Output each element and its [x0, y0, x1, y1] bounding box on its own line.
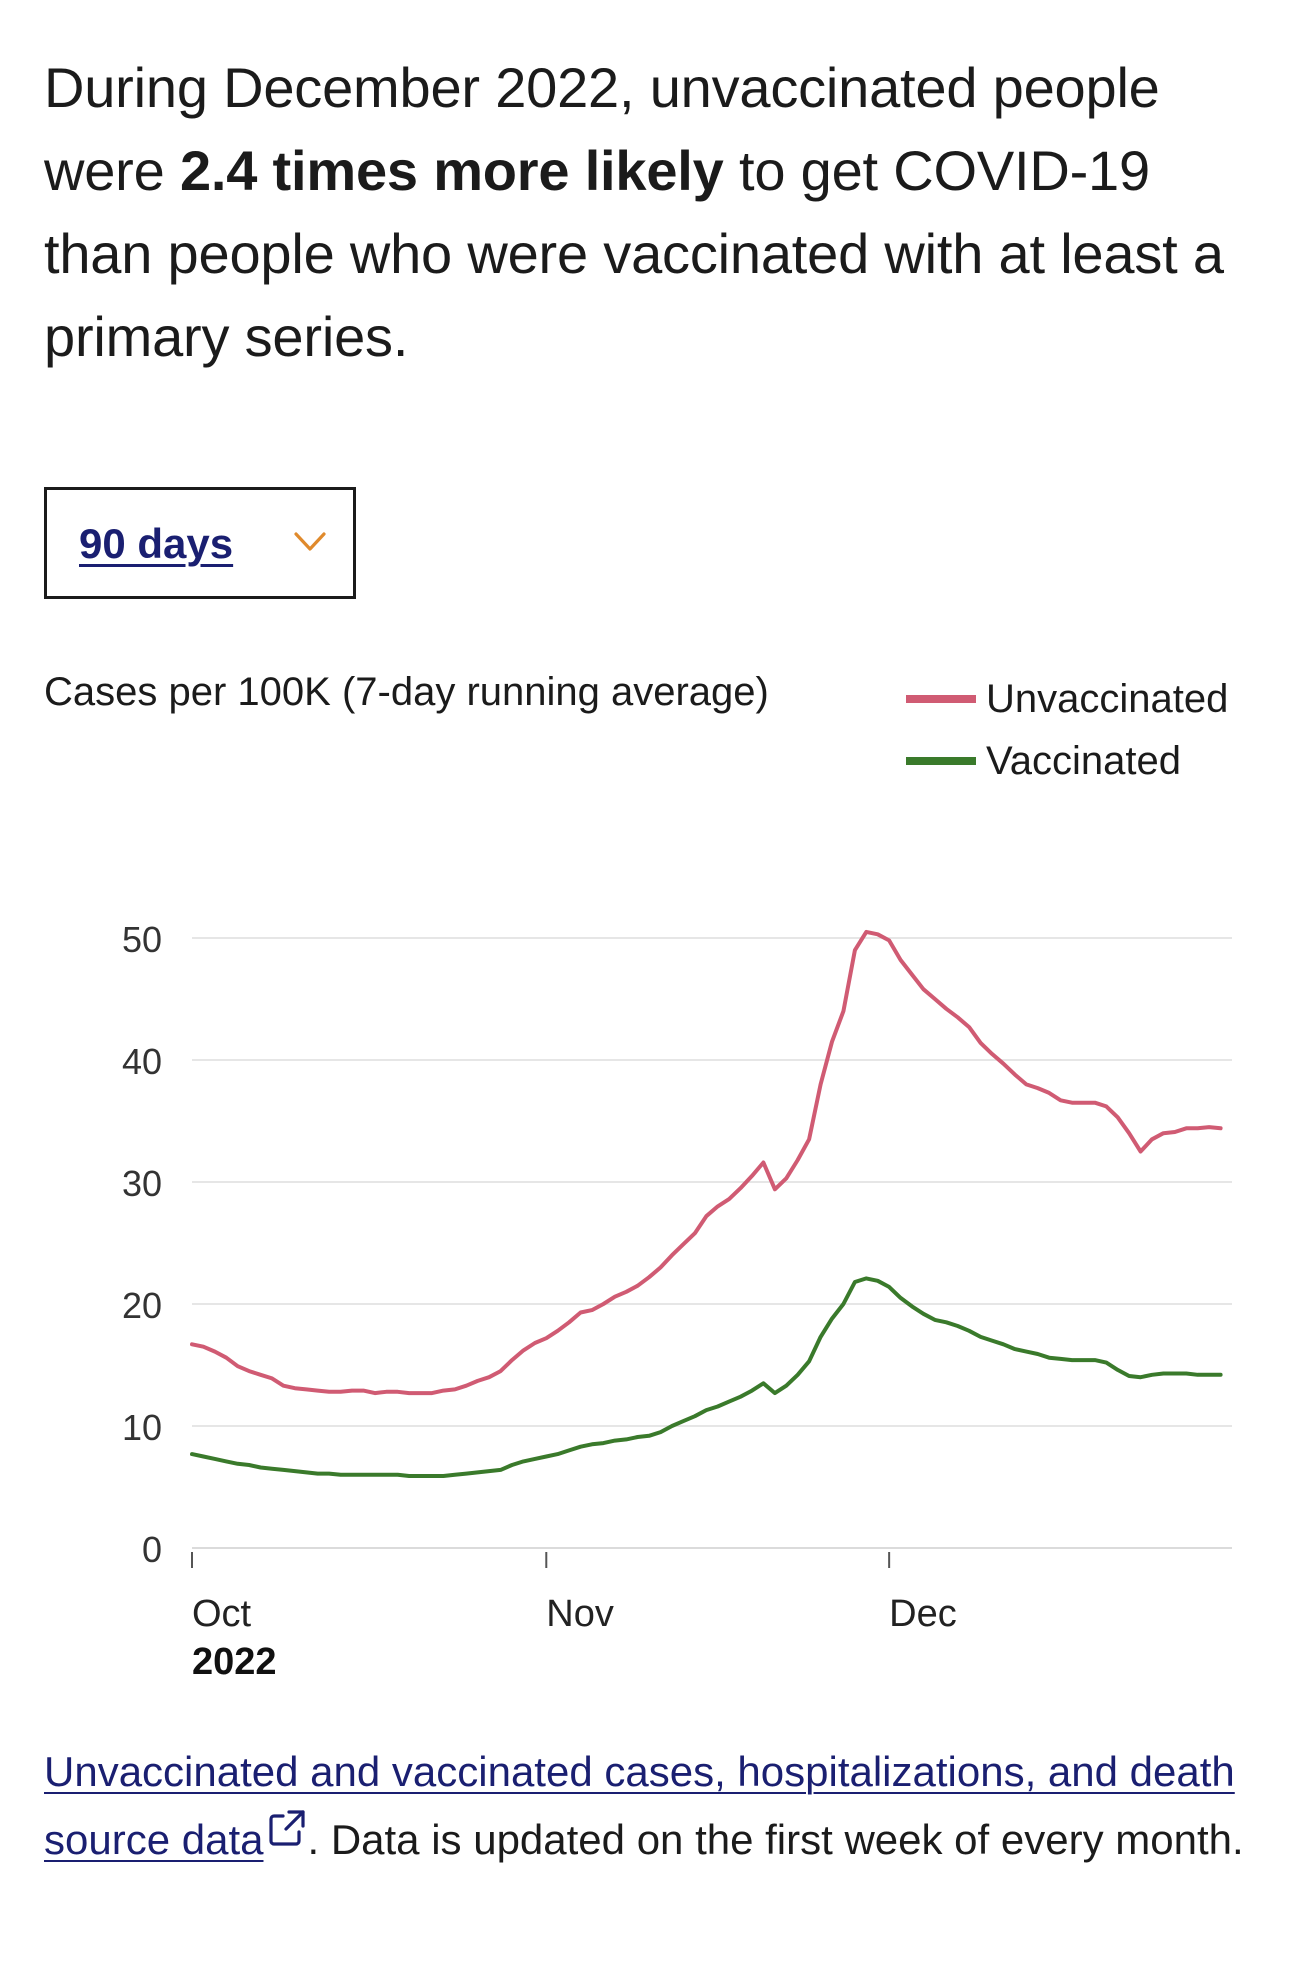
headline-emphasis: 2.4 times more likely — [179, 139, 724, 202]
chart-plot: 0 10 20 30 40 50 Oct 2022 Nov Dec — [122, 919, 1232, 1683]
legend-item-unvaccinated: Unvaccinated — [906, 668, 1228, 730]
headline-text-start: During December 2022, unvaccinated peopl… — [44, 56, 1160, 202]
legend-label-vaccinated: Vaccinated — [986, 738, 1181, 783]
chevron-down-icon[interactable] — [293, 530, 327, 554]
series-line-unvaccinated — [190, 929, 1223, 1396]
y-tick-label-30: 30 — [122, 1163, 162, 1204]
legend-label-unvaccinated: Unvaccinated — [986, 676, 1229, 721]
legend-swatch-unvaccinated — [906, 695, 976, 703]
x-tick-label-nov: Nov — [546, 1593, 614, 1635]
chart-legend: Unvaccinated Vaccinated — [906, 668, 1228, 792]
chart: 0 10 20 30 40 50 Oct 2022 Nov Dec Cases per 100K … — [0, 640, 1289, 1700]
range-select-value[interactable]: 90 days — [79, 520, 234, 567]
legend-item-vaccinated: Vaccinated — [906, 730, 1228, 792]
y-tick-label-50: 50 — [122, 919, 162, 960]
range-select[interactable]: 90 days — [44, 487, 356, 599]
headline-text-end: to get COVID-19 than people who were vac… — [44, 139, 1224, 368]
y-tick-label-20: 20 — [122, 1285, 162, 1326]
chart-title: Cases per 100K (7-day running average) — [44, 670, 769, 714]
footer-note: Unvaccinated and vaccinated cases, hospi… — [44, 1738, 1244, 1874]
x-tick-sublabel-2022: 2022 — [192, 1641, 277, 1683]
y-tick-label-40: 40 — [122, 1041, 162, 1082]
headline: During December 2022, unvaccinated peopl… — [44, 46, 1254, 378]
source-data-link-text[interactable]: Unvaccinated and vaccinated cases, hospi… — [44, 1748, 1235, 1863]
y-tick-label-0: 0 — [142, 1529, 162, 1570]
source-data-link[interactable]: Unvaccinated and vaccinated cases, hospi… — [44, 1748, 1235, 1863]
x-tick-label-oct: Oct — [192, 1593, 252, 1635]
footer-trailing-text: . Data is updated on the first week of e… — [307, 1816, 1244, 1863]
legend-swatch-vaccinated — [906, 757, 976, 765]
external-link-icon[interactable] — [267, 1808, 307, 1848]
y-tick-label-10: 10 — [122, 1407, 162, 1448]
series-line-vaccinated — [190, 1276, 1223, 1478]
x-tick-label-dec: Dec — [889, 1593, 957, 1635]
